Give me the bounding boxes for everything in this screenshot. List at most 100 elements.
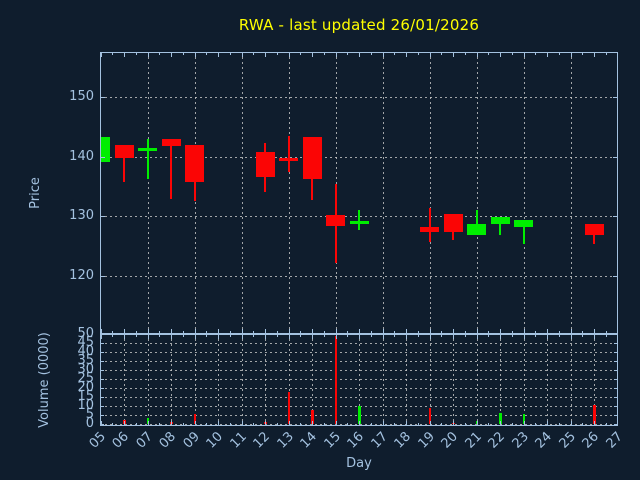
x-tick-mark bbox=[570, 52, 572, 57]
x-tick-mark bbox=[112, 334, 114, 337]
x-tick-mark bbox=[124, 421, 125, 426]
x-tick-mark bbox=[300, 331, 302, 334]
day-gridline bbox=[147, 52, 149, 334]
x-tick-mark bbox=[594, 329, 595, 334]
x-tick-mark bbox=[135, 423, 137, 426]
x-tick-mark bbox=[241, 329, 243, 334]
x-tick-mark bbox=[229, 331, 231, 334]
x-tick-mark bbox=[429, 329, 431, 334]
x-tick-mark bbox=[488, 423, 490, 426]
x-tick-mark bbox=[112, 52, 114, 55]
candle-body bbox=[279, 157, 298, 161]
x-tick-mark bbox=[523, 421, 525, 426]
x-tick-mark bbox=[323, 334, 325, 337]
volume-axis-label: Volume (0000) bbox=[37, 332, 52, 428]
x-tick-mark bbox=[182, 423, 184, 426]
volume-tick-mark bbox=[614, 388, 618, 389]
volume-tick-label: 35 bbox=[77, 353, 94, 368]
price-tick-mark bbox=[100, 156, 105, 158]
candle-wick bbox=[123, 145, 125, 182]
x-tick-mark bbox=[124, 329, 125, 334]
x-tick-mark bbox=[453, 52, 454, 57]
volume-tick-mark bbox=[100, 397, 104, 398]
x-tick-mark bbox=[382, 329, 384, 334]
candle-wick bbox=[475, 210, 478, 235]
day-gridline bbox=[570, 52, 572, 334]
x-tick-mark bbox=[347, 334, 349, 337]
price-tick-mark bbox=[613, 156, 618, 158]
x-tick-mark bbox=[594, 421, 595, 426]
x-tick-mark bbox=[312, 329, 313, 334]
day-gridline bbox=[547, 334, 548, 426]
x-tick-mark bbox=[488, 52, 490, 55]
x-tick-mark bbox=[218, 329, 219, 334]
candle-wick bbox=[428, 208, 431, 242]
volume-tick-mark bbox=[614, 361, 618, 362]
price-axis-label: Price bbox=[28, 177, 43, 209]
day-gridline bbox=[382, 52, 384, 334]
x-tick-mark bbox=[370, 334, 372, 337]
x-tick-mark bbox=[535, 334, 537, 337]
x-tick-mark bbox=[370, 331, 372, 334]
x-tick-mark bbox=[288, 329, 290, 334]
price-tick-label: 150 bbox=[69, 88, 94, 104]
x-tick-mark bbox=[124, 52, 125, 57]
x-tick-mark bbox=[171, 329, 172, 334]
x-tick-mark bbox=[265, 329, 266, 334]
x-tick-mark bbox=[441, 334, 443, 337]
volume-tick-label: 15 bbox=[77, 389, 94, 404]
x-axis-label: Day bbox=[346, 456, 372, 471]
day-gridline bbox=[241, 52, 243, 334]
x-tick-mark bbox=[124, 334, 125, 339]
candle-body bbox=[255, 151, 275, 177]
x-tick-mark bbox=[206, 334, 208, 337]
day-gridline bbox=[523, 334, 525, 426]
x-tick-mark bbox=[229, 334, 231, 337]
x-tick-mark bbox=[582, 52, 584, 55]
candle-wick bbox=[499, 216, 501, 235]
x-tick-mark bbox=[441, 423, 443, 426]
x-tick-mark bbox=[253, 423, 255, 426]
x-tick-mark bbox=[429, 52, 431, 57]
candle-body bbox=[302, 136, 322, 180]
x-tick-mark bbox=[488, 331, 490, 334]
x-tick-mark bbox=[265, 421, 266, 426]
volume-tick-label: 45 bbox=[77, 335, 94, 350]
x-tick-mark bbox=[147, 334, 149, 339]
day-gridline bbox=[288, 52, 290, 334]
x-tick-mark bbox=[511, 334, 513, 337]
x-tick-mark bbox=[359, 329, 360, 334]
volume-tick-label: 10 bbox=[77, 398, 94, 413]
volume-tick-mark bbox=[614, 406, 618, 407]
x-tick-mark bbox=[429, 334, 431, 339]
x-tick-mark bbox=[547, 329, 548, 334]
x-tick-mark bbox=[370, 423, 372, 426]
volume-bar bbox=[358, 406, 361, 424]
volume-tick-label: 50 bbox=[77, 326, 94, 341]
volume-tick-mark bbox=[614, 370, 618, 371]
price-tick-mark bbox=[100, 275, 105, 277]
candle-body bbox=[443, 213, 463, 232]
volume-tick-mark bbox=[100, 361, 104, 362]
price-tick-mark bbox=[613, 216, 618, 218]
x-tick-mark bbox=[253, 52, 255, 55]
price-tick-label: 120 bbox=[69, 267, 94, 283]
x-tick-mark bbox=[441, 52, 443, 55]
x-tick-mark bbox=[605, 334, 607, 337]
volume-tick-mark bbox=[100, 334, 104, 335]
x-tick-mark bbox=[194, 421, 196, 426]
x-tick-mark bbox=[276, 423, 278, 426]
volume-tick-mark bbox=[100, 352, 104, 353]
day-gridline bbox=[453, 334, 454, 426]
x-tick-mark bbox=[147, 52, 149, 57]
volume-panel bbox=[100, 334, 618, 426]
x-tick-mark bbox=[182, 52, 184, 55]
candle-body bbox=[161, 139, 181, 146]
x-tick-mark bbox=[406, 52, 407, 57]
price-tick-label: 140 bbox=[69, 148, 94, 164]
x-tick-mark bbox=[335, 334, 337, 339]
volume-tick-mark bbox=[100, 406, 104, 407]
x-tick-mark bbox=[112, 331, 114, 334]
day-gridline bbox=[171, 334, 172, 426]
x-tick-mark bbox=[312, 52, 313, 57]
